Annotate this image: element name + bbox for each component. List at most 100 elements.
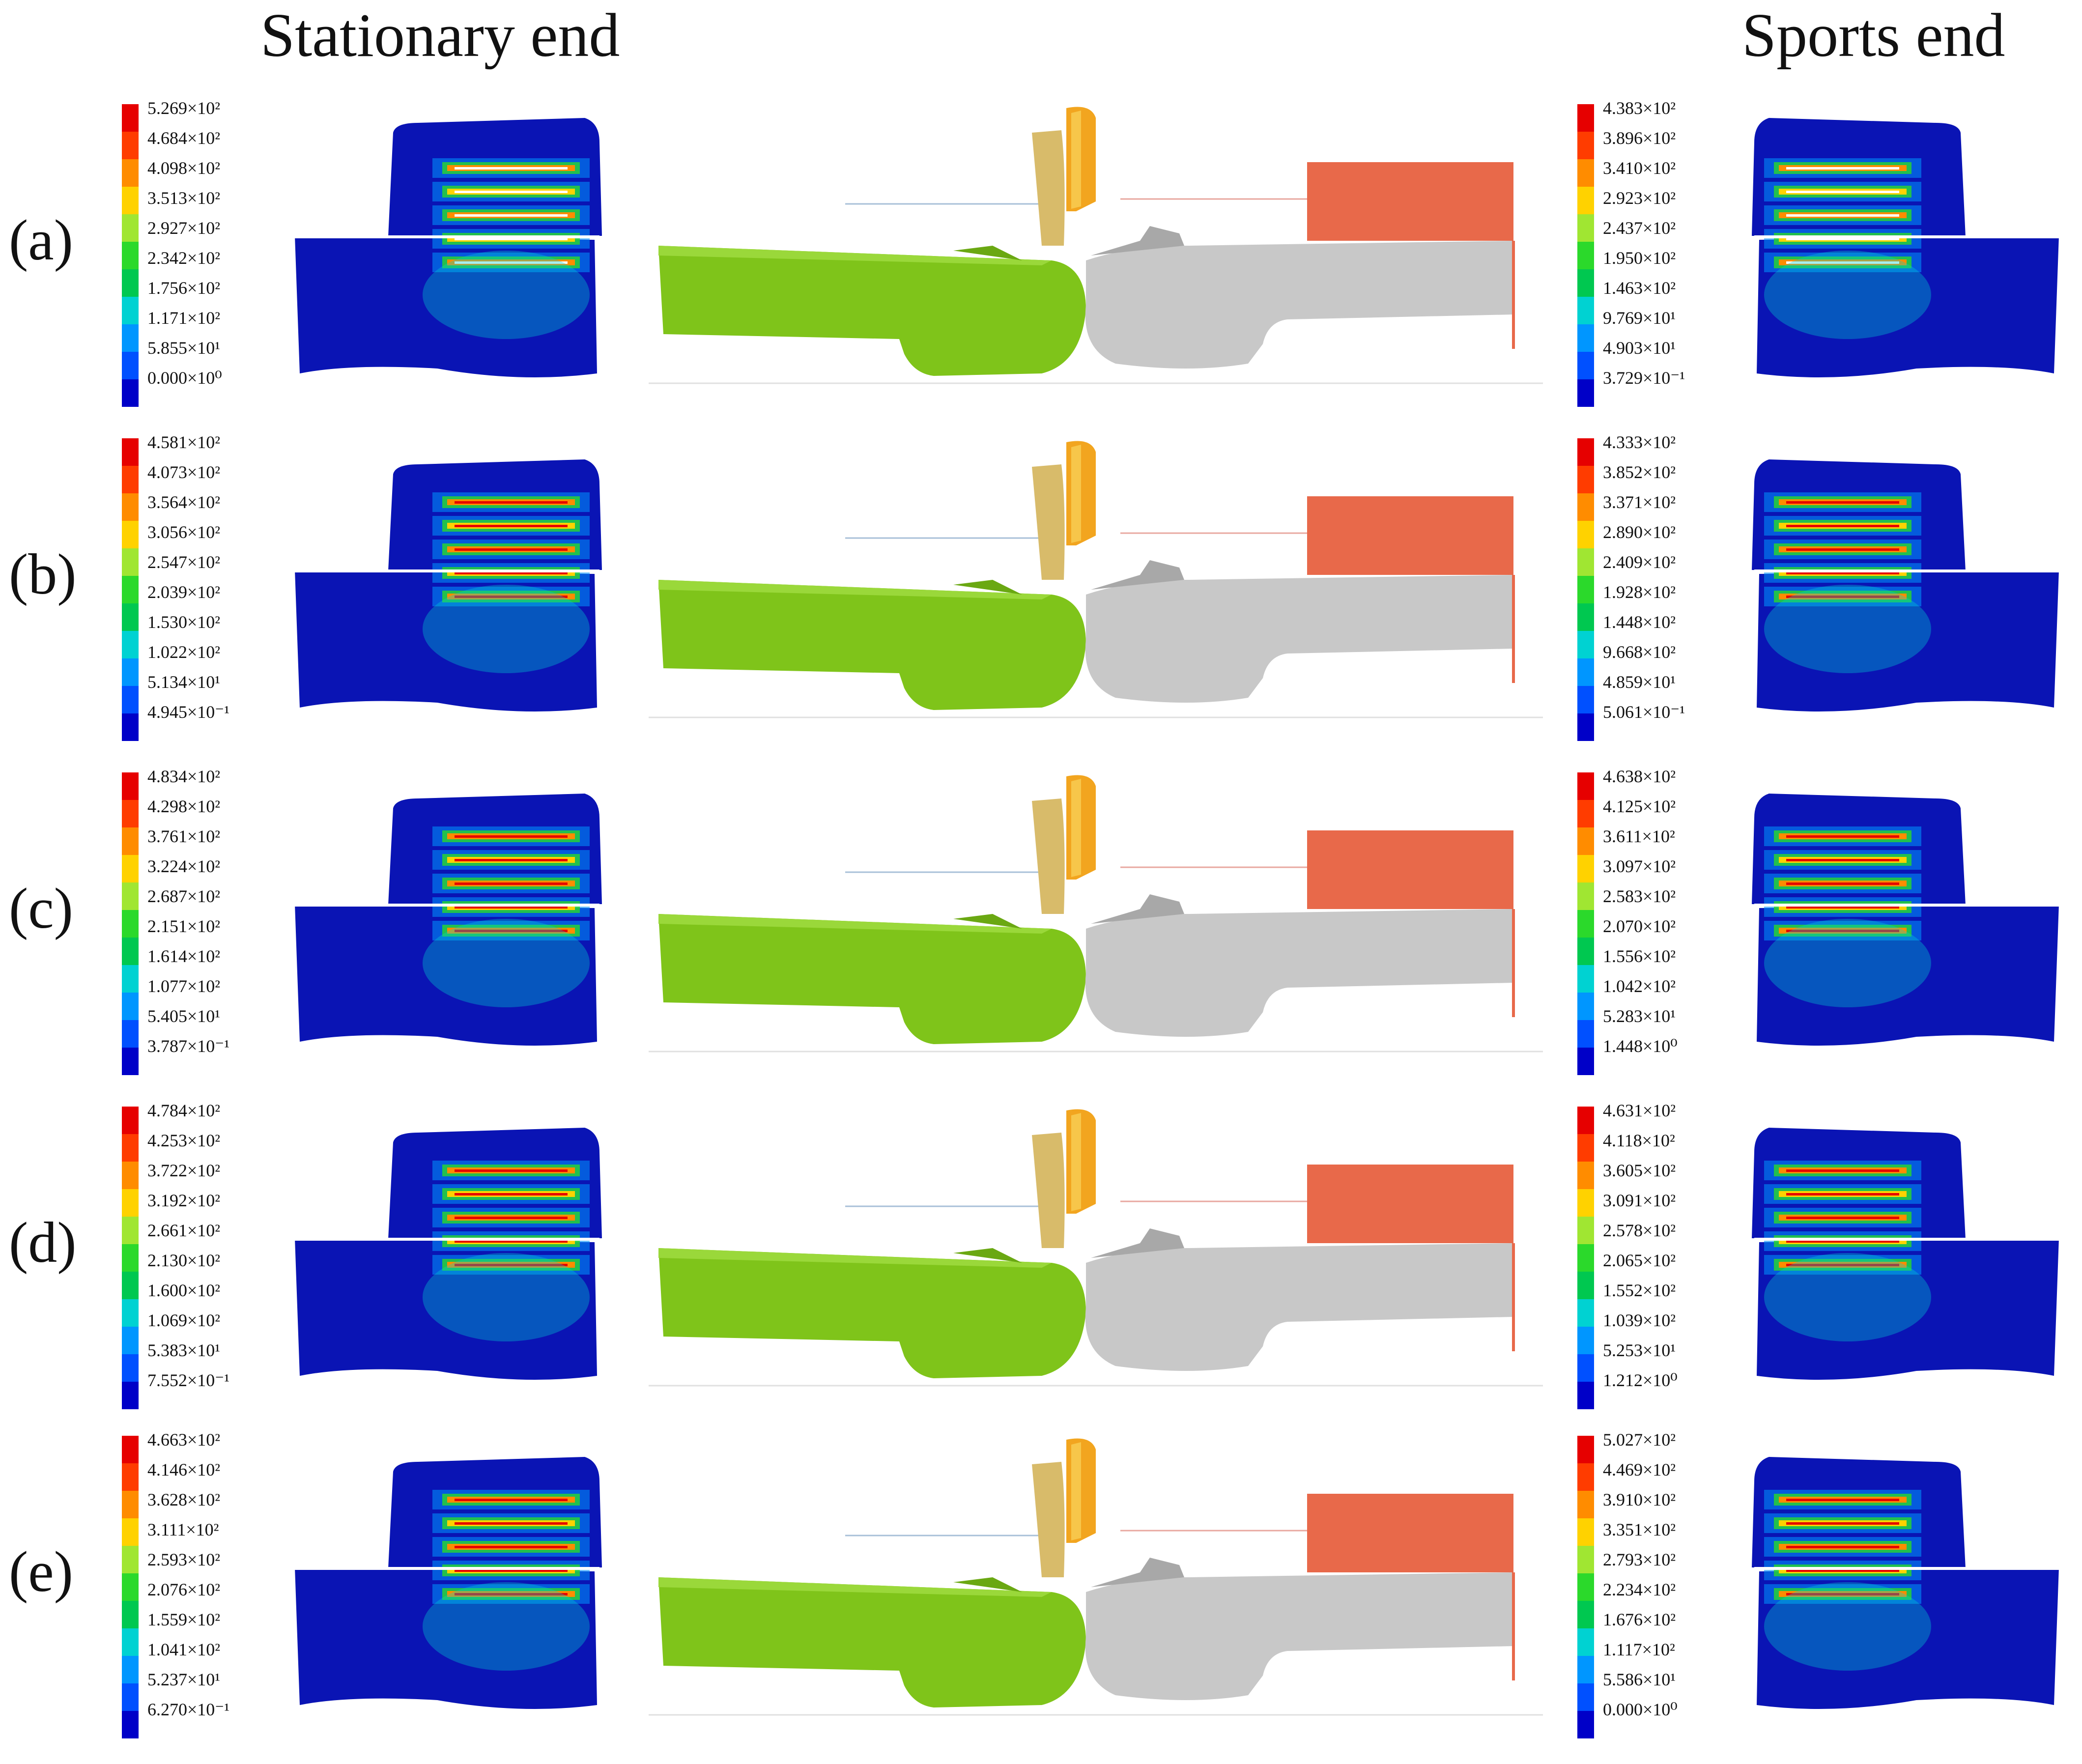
colorbar-segment [122,1134,139,1162]
colorbar-segment [1577,1463,1594,1491]
colorbar-segment [122,855,139,882]
legend-tick-label: 1.171×10² [147,308,221,328]
sports-stress-legend: 4.383×10² 3.896×10² 3.410×10² 2.923×10² 2.43… [1577,99,1740,407]
sports-end-stress-contour [1752,118,2059,377]
colorbar-segment [1577,1711,1594,1738]
colorbar-segment [1577,493,1594,521]
legend-tick-label: 5.586×10¹ [1603,1670,1676,1689]
colorbar-segment [122,1601,139,1628]
colorbar-segment [122,1107,139,1134]
gripper-assembly-model [649,1109,1543,1387]
row-label: (d) [9,1210,77,1275]
colorbar-segment [1577,855,1594,882]
legend-tick-label: 4.469×10² [1603,1460,1676,1479]
colorbar-segment [122,993,139,1020]
colorbar-segment [1577,1491,1594,1518]
legend-tick-label: 3.729×10⁻¹ [1603,368,1685,388]
figure-row: (a) 5.269×10² 4.684×10² 4.098×10² 3.513×10² 2… [0,98,2082,432]
legend-tick-label: 1.212×10⁰ [1603,1370,1678,1390]
legend-tick-label: 3.371×10² [1603,492,1676,512]
legend-tick-label: 5.283×10¹ [1603,1006,1676,1026]
legend-tick-label: 6.270×10⁻¹ [147,1700,230,1719]
colorbar-segment [1577,214,1594,242]
legend-tick-label: 1.950×10² [1603,248,1676,268]
legend-tick-label: 4.631×10² [1603,1101,1676,1120]
colorbar-segment [122,1463,139,1491]
legend-tick-label: 5.253×10¹ [1603,1340,1676,1360]
colorbar-segment [1577,938,1594,965]
colorbar-segment [1577,1189,1594,1217]
legend-tick-label: 5.237×10¹ [147,1670,221,1689]
legend-tick-label: 1.928×10² [1603,582,1676,602]
stationary-end-stress-contour [295,1457,602,1709]
legend-tick-label: 5.405×10¹ [147,1006,221,1026]
gripper-assembly-model [649,1438,1543,1716]
legend-tick-label: 2.076×10² [147,1580,221,1599]
legend-tick-label: 9.668×10² [1603,642,1676,662]
legend-tick-label: 1.756×10² [147,278,221,298]
colorbar-segment [1577,1683,1594,1711]
colorbar-segment [1577,576,1594,603]
colorbar-segment [122,1683,139,1711]
colorbar-segment [1577,1244,1594,1272]
colorbar-segment [122,965,139,993]
colorbar-segment [1577,772,1594,800]
colorbar-segment [1577,1162,1594,1189]
colorbar-segment [1577,269,1594,297]
colorbar-segment [1577,548,1594,576]
colorbar-segment [122,686,139,713]
colorbar-segment [122,104,139,132]
colorbar-segment [1577,438,1594,466]
colorbar-segment [122,1628,139,1656]
colorbar-segment [122,1354,139,1382]
legend-tick-label: 3.564×10² [147,492,221,512]
legend-tick-label: 5.383×10¹ [147,1340,221,1360]
stationary-end-stress-contour [295,1128,602,1380]
legend-tick-label: 2.342×10² [147,248,221,268]
colorbar-segment [1577,1327,1594,1354]
colorbar-segment [1577,1628,1594,1656]
legend-tick-label: 3.192×10² [147,1191,221,1210]
colorbar-segment [122,603,139,631]
legend-tick-label: 2.583×10² [1603,886,1676,906]
colorbar-segment [1577,827,1594,855]
legend-tick-label: 1.559×10² [147,1610,221,1629]
colorbar-segment [122,631,139,658]
colorbar-segment [122,1711,139,1738]
figure-row: (b) 4.581×10² 4.073×10² 3.564×10² 3.056×10² 2… [0,432,2082,767]
legend-tick-label: 2.578×10² [1603,1221,1676,1240]
colorbar-segment [1577,1134,1594,1162]
legend-tick-label: 2.890×10² [1603,522,1676,542]
colorbar-segment [1577,993,1594,1020]
colorbar-segment [1577,324,1594,352]
legend-tick-label: 4.663×10² [147,1430,221,1450]
legend-tick-label: 5.061×10⁻¹ [1603,702,1685,722]
colorbar-segment [122,132,139,159]
legend-tick-label: 4.903×10¹ [1603,338,1676,358]
colorbar-segment [122,938,139,965]
colorbar-segment [122,1573,139,1601]
colorbar-segment [122,187,139,214]
colorbar-segment [122,1491,139,1518]
legend-tick-label: 2.409×10² [1603,552,1676,572]
legend-tick-label: 3.513×10² [147,188,221,208]
colorbar-segment [122,827,139,855]
gripper-assembly-model [649,775,1543,1053]
colorbar-segment [1577,1217,1594,1244]
colorbar-segment [1577,352,1594,379]
legend-tick-label: 3.410×10² [1603,158,1676,178]
legend-tick-label: 4.581×10² [147,432,221,452]
legend-tick-label: 4.298×10² [147,797,221,816]
legend-tick-label: 1.041×10² [147,1640,221,1659]
colorbar-segment [122,214,139,242]
sports-end-stress-contour [1752,459,2059,711]
legend-tick-label: 5.855×10¹ [147,338,221,358]
figure-row: (e) 4.663×10² 4.146×10² 3.628×10² 3.111×10² 2… [0,1430,2082,1764]
colorbar-segment [1577,1573,1594,1601]
colorbar-segment [1577,658,1594,686]
colorbar-segment [122,379,139,407]
legend-tick-label: 1.022×10² [147,642,221,662]
legend-tick-label: 3.896×10² [1603,128,1676,148]
sports-end-stress-contour [1752,794,2059,1046]
colorbar-segment [122,1244,139,1272]
